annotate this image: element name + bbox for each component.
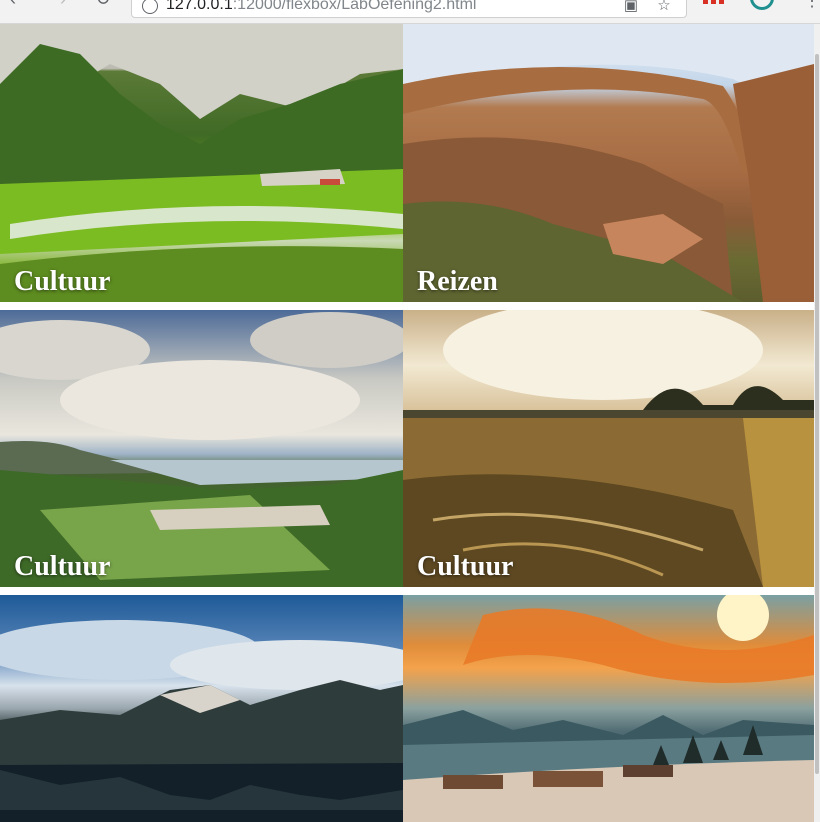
valley-image: [0, 312, 403, 587]
extension-icon-2[interactable]: [750, 0, 774, 10]
image-tile-wheat-field[interactable]: Cultuur: [403, 310, 814, 587]
tile-caption: Cultuur: [14, 551, 111, 582]
wheat-field-image: [403, 310, 814, 587]
tile-caption: Cultuur: [417, 551, 514, 582]
back-arrow-icon[interactable]: ‹: [2, 0, 24, 10]
scrollbar-thumb[interactable]: [815, 54, 819, 774]
image-tile-rice-terraces[interactable]: Cultuur: [0, 24, 403, 302]
image-tile-stone-arch[interactable]: Reizen: [403, 24, 814, 302]
forward-arrow-icon[interactable]: ›: [52, 0, 74, 10]
translate-icon[interactable]: ▣: [623, 0, 639, 14]
tile-caption: Cultuur: [14, 266, 111, 297]
bookmark-star-icon[interactable]: ☆: [657, 0, 671, 14]
tile-caption: Reizen: [417, 266, 498, 297]
image-tile-alpine-sunset[interactable]: [403, 595, 814, 822]
url-path: :12000/flexbox/LabOefening2.html: [232, 0, 477, 13]
url-host: 127.0.0.1: [166, 0, 233, 13]
image-tile-mountain-lake[interactable]: [0, 595, 403, 822]
browser-menu-icon[interactable]: ⋮: [804, 0, 820, 10]
address-bar[interactable]: 127.0.0.1:12000/flexbox/LabOefening2.htm…: [131, 0, 687, 18]
rice-terraces-image: [0, 24, 403, 302]
vertical-scrollbar[interactable]: [814, 24, 820, 822]
extension-icon[interactable]: [703, 0, 727, 4]
site-info-icon[interactable]: [142, 0, 158, 14]
alpine-sunset-image: [403, 595, 814, 822]
image-tile-valley[interactable]: Cultuur: [0, 310, 403, 587]
reload-icon[interactable]: ↻: [92, 0, 114, 10]
page-content: Cultuur Reizen Cultuur: [0, 24, 814, 822]
stone-arch-image: [403, 24, 814, 302]
url-text: 127.0.0.1:12000/flexbox/LabOefening2.htm…: [166, 0, 476, 14]
browser-toolbar: ‹ › ↻ 127.0.0.1:12000/flexbox/LabOefenin…: [0, 0, 820, 24]
mountain-lake-image: [0, 620, 403, 822]
